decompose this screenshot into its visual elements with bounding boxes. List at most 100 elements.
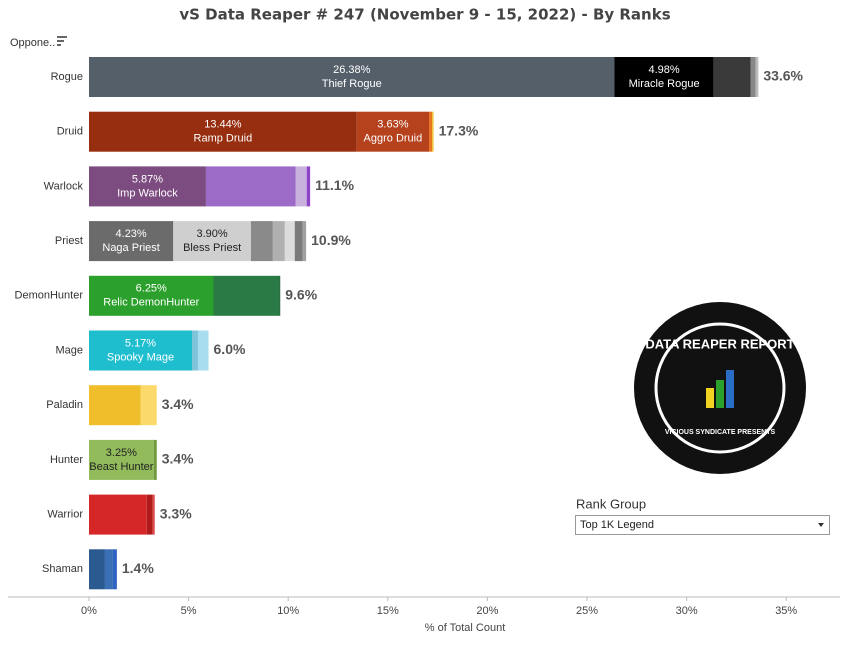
bar-segment (89, 330, 192, 371)
y-tick-label: Druid (57, 126, 83, 138)
total-label: 33.6% (763, 68, 803, 84)
segment-value-label: 3.63% (377, 119, 408, 131)
dropdown-value[interactable]: Top 1K Legend (580, 519, 654, 531)
bar-segment (295, 166, 307, 207)
segment-name-label: Relic DemonHunter (103, 297, 199, 309)
bar-segment (302, 221, 307, 262)
logo-title: DATA REAPER REPORT (645, 336, 794, 351)
bar-segment (89, 221, 174, 262)
x-tick-label: 15% (377, 605, 399, 617)
bar-segment (89, 275, 214, 316)
total-label: 3.4% (162, 396, 194, 412)
x-axis-title: % of Total Count (425, 622, 506, 634)
x-tick-label: 5% (181, 605, 197, 617)
bar-segment (755, 57, 759, 97)
y-tick-label: Paladin (46, 399, 83, 411)
total-label: 1.4% (122, 560, 154, 576)
segment-name-label: Beast Hunter (89, 461, 154, 473)
y-tick-label: DemonHunter (15, 290, 84, 302)
x-tick-label: 10% (277, 605, 299, 617)
sort-icon[interactable] (57, 36, 67, 46)
bar-segment (429, 111, 433, 152)
y-tick-label: Warrior (47, 509, 83, 521)
bar-segment (89, 166, 206, 207)
bar-segment (284, 221, 295, 262)
bar-segment (294, 221, 303, 262)
bar-segment (153, 439, 157, 480)
bar-segment (89, 549, 105, 590)
dropdown-box[interactable] (575, 515, 830, 535)
bar-segment (356, 111, 430, 152)
y-tick-label: Rogue (51, 71, 83, 83)
segment-value-label: 26.38% (333, 64, 371, 76)
logo: DATA REAPER REPORT VICIOUS SYNDICATE PRE… (634, 302, 806, 474)
bar-segment (197, 330, 209, 371)
row-header[interactable]: Oppone.. (10, 37, 55, 49)
x-tick-label: 25% (576, 605, 598, 617)
segment-value-label: 4.23% (116, 228, 147, 240)
logo-bar (716, 380, 724, 408)
segment-name-label: Miracle Rogue (629, 78, 700, 90)
y-tick-label: Shaman (42, 563, 83, 575)
bar-segment (279, 275, 281, 316)
x-tick-label: 0% (81, 605, 97, 617)
x-tick-label: 20% (476, 605, 498, 617)
segment-name-label: Aggro Druid (364, 133, 423, 145)
bar-segment (89, 494, 147, 535)
bar-segment (432, 111, 434, 152)
bar-segment (173, 221, 251, 262)
logo-ring (654, 322, 786, 454)
bar-segment (89, 57, 615, 97)
bar-segment (614, 57, 714, 97)
bar-segment (112, 549, 117, 590)
segment-value-label: 3.25% (106, 447, 137, 459)
bar-segment (146, 494, 153, 535)
bar-segment (89, 439, 154, 480)
segment-value-label: 5.17% (125, 337, 156, 349)
y-tick-label: Warlock (44, 180, 84, 192)
bar-segment (272, 221, 285, 262)
bar-segment (89, 111, 357, 152)
bar-segment (713, 57, 751, 97)
bar-segment (140, 385, 157, 426)
total-label: 3.3% (160, 505, 192, 521)
total-label: 11.1% (315, 177, 354, 193)
bar-segment (306, 166, 311, 207)
segment-name-label: Bless Priest (183, 242, 241, 254)
total-label: 6.0% (214, 341, 246, 357)
logo-subtitle: VICIOUS SYNDICATE PRESENTS (665, 429, 776, 436)
y-tick-label: Hunter (50, 454, 83, 466)
bar-segment (104, 549, 113, 590)
segment-name-label: Thief Rogue (322, 78, 382, 90)
bar-segment (191, 330, 198, 371)
total-label: 9.6% (285, 287, 317, 303)
bar-segment (152, 494, 155, 535)
total-label: 17.3% (439, 122, 479, 138)
segment-name-label: Ramp Druid (194, 133, 253, 145)
segment-name-label: Spooky Mage (107, 351, 174, 363)
y-tick-label: Priest (55, 235, 83, 247)
x-tick-label: 30% (676, 605, 698, 617)
bar-segment (250, 221, 273, 262)
bar-segment (750, 57, 756, 97)
filter-label: Rank Group (576, 496, 646, 511)
segment-value-label: 4.98% (649, 64, 680, 76)
segment-value-label: 3.90% (197, 228, 228, 240)
total-label: 3.4% (162, 451, 194, 467)
segment-name-label: Imp Warlock (117, 187, 178, 199)
segment-name-label: Naga Priest (102, 242, 159, 254)
dropdown-arrow[interactable] (818, 523, 824, 527)
filter-dropdown[interactable]: Top 1K Legend (575, 515, 830, 535)
total-label: 10.9% (311, 232, 351, 248)
x-tick-label: 35% (775, 605, 797, 617)
segment-value-label: 13.44% (204, 119, 242, 131)
y-tick-label: Mage (55, 344, 83, 356)
bar-segment (89, 385, 141, 426)
bar-segment (213, 275, 280, 316)
bar-segment (205, 166, 296, 207)
logo-bar (726, 370, 734, 408)
segment-value-label: 6.25% (136, 283, 167, 295)
logo-bar (706, 388, 714, 408)
